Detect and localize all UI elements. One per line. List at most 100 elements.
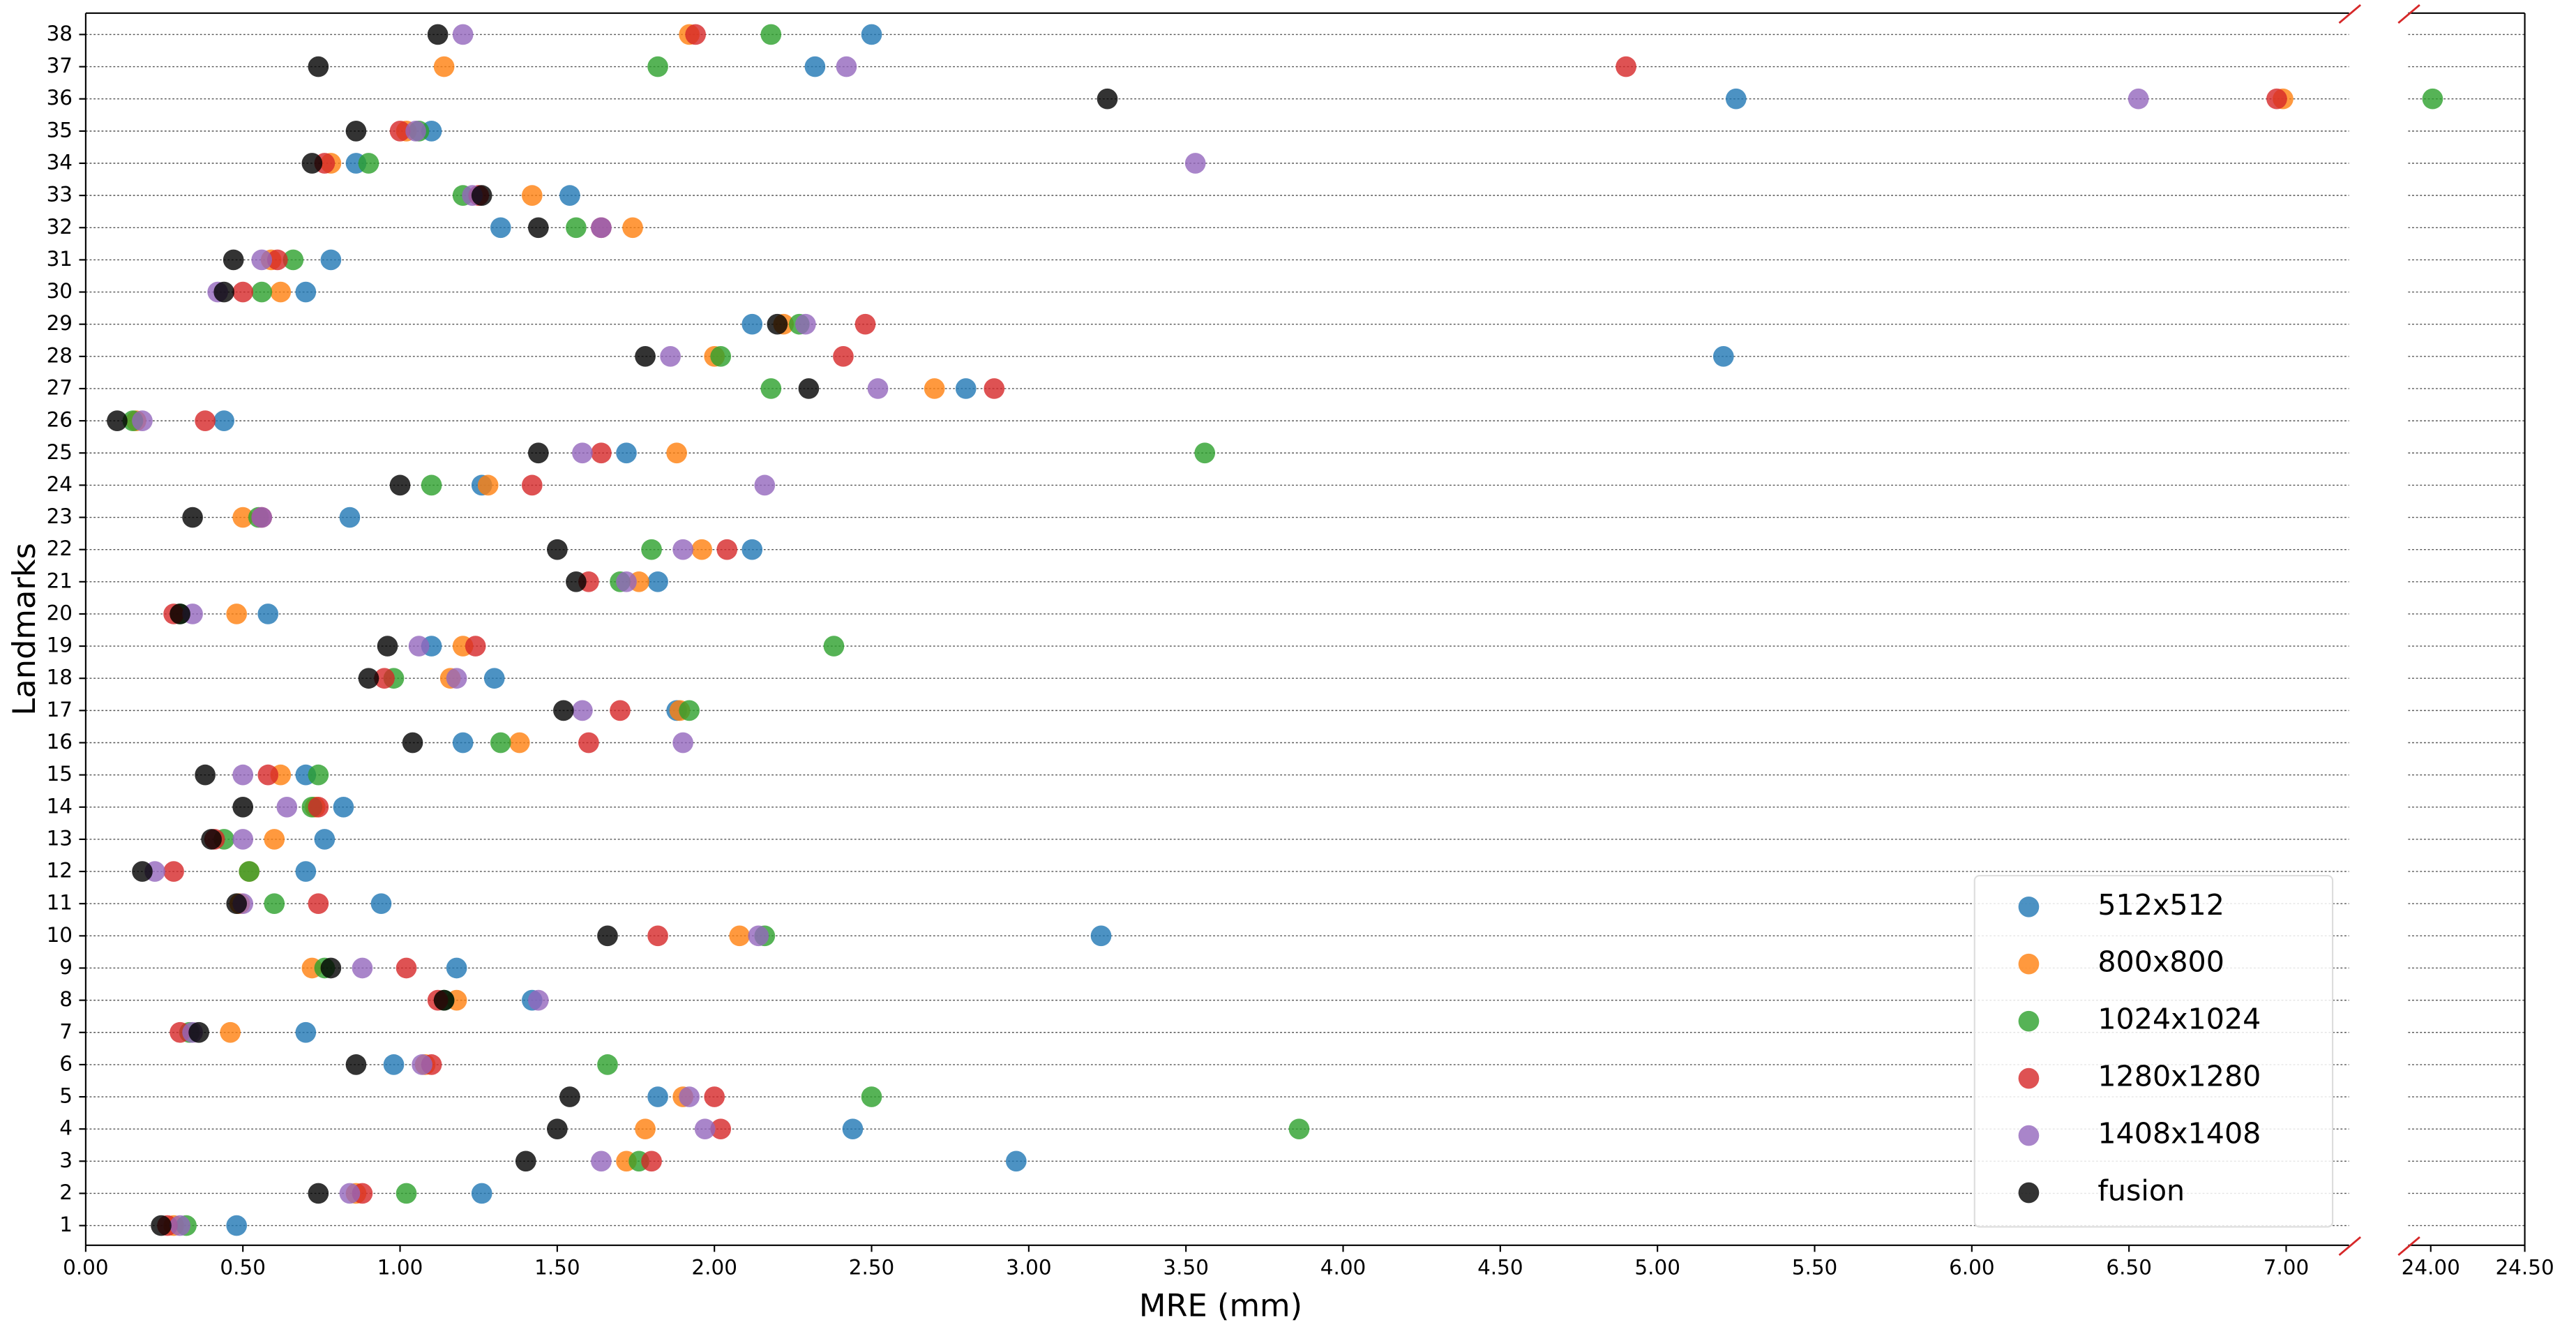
legend-marker	[2018, 896, 2040, 917]
point	[308, 893, 329, 915]
y-tick-label: 29	[47, 311, 73, 335]
point	[339, 1183, 361, 1204]
x-tick-label: 0.50	[220, 1255, 266, 1279]
point	[647, 925, 668, 947]
y-tick-label: 28	[47, 343, 73, 367]
point	[264, 829, 285, 850]
point	[704, 1086, 725, 1107]
y-tick-label: 7	[59, 1019, 73, 1043]
point	[477, 474, 499, 496]
legend-label: 1024x1024	[2097, 1003, 2261, 1036]
point	[389, 121, 411, 142]
legend-label: 1280x1280	[2097, 1060, 2261, 1093]
y-tick-label: 23	[47, 504, 73, 528]
point	[798, 378, 820, 399]
point	[804, 56, 826, 77]
y-tick-label: 8	[59, 987, 73, 1011]
point	[547, 539, 568, 560]
point	[251, 281, 273, 303]
point	[452, 24, 474, 45]
point	[446, 668, 467, 689]
y-tick-label: 11	[47, 891, 73, 915]
point	[566, 217, 587, 239]
point	[679, 1086, 700, 1107]
point	[597, 1054, 618, 1075]
y-tick-label: 5	[59, 1084, 73, 1108]
point	[754, 474, 776, 496]
x-tick-label: 2.50	[849, 1255, 895, 1279]
point	[232, 281, 254, 303]
point	[396, 957, 417, 979]
point	[266, 249, 288, 271]
y-tick-label: 24	[47, 472, 73, 496]
point	[685, 24, 706, 45]
x-tick-label: 3.00	[1006, 1255, 1052, 1279]
y-tick-label: 27	[47, 375, 73, 399]
point	[308, 764, 329, 786]
y-tick-label: 3	[59, 1148, 73, 1172]
point	[1097, 88, 1118, 110]
point	[345, 121, 367, 142]
grid	[85, 33, 2525, 1227]
point	[559, 185, 580, 206]
point	[854, 313, 876, 335]
point	[374, 668, 395, 689]
point	[370, 893, 392, 915]
point	[383, 1054, 405, 1075]
point	[308, 56, 329, 77]
point	[195, 764, 216, 786]
point	[213, 410, 234, 431]
point	[295, 1021, 317, 1043]
point	[201, 829, 222, 850]
y-tick-label: 10	[47, 923, 73, 947]
point	[578, 732, 599, 754]
x-tick-label: 6.50	[2106, 1255, 2152, 1279]
point	[358, 153, 379, 174]
point	[452, 732, 474, 754]
x-tick-label: 24.50	[2495, 1255, 2554, 1279]
point	[308, 1183, 329, 1204]
point	[1712, 346, 1734, 367]
point	[107, 410, 128, 431]
point	[295, 861, 317, 882]
y-tick-label: 25	[47, 440, 73, 464]
point	[339, 507, 361, 528]
point	[616, 571, 637, 592]
point	[257, 764, 279, 786]
point	[132, 410, 153, 431]
y-tick-label: 33	[47, 183, 73, 207]
break-mark	[2397, 1236, 2420, 1257]
point	[861, 24, 882, 45]
legend-marker	[2018, 953, 2040, 975]
y-tick-label: 4	[59, 1116, 73, 1140]
point	[635, 1118, 656, 1140]
point	[251, 507, 273, 528]
point	[710, 1118, 732, 1140]
point	[610, 700, 631, 721]
point	[226, 1215, 248, 1236]
point	[572, 442, 593, 464]
point	[672, 539, 693, 560]
point	[1184, 153, 1206, 174]
point	[641, 539, 662, 560]
point	[283, 249, 304, 271]
point	[823, 636, 845, 657]
point	[1090, 925, 1112, 947]
y-axis-label: Landmarks	[6, 543, 43, 716]
legend-label: fusion	[2097, 1174, 2185, 1207]
y-tick-label: 6	[59, 1051, 73, 1075]
point	[679, 700, 700, 721]
point	[1288, 1118, 1310, 1140]
point	[984, 378, 1005, 399]
break-mark	[2338, 1236, 2362, 1257]
y-tick-label: 22	[47, 537, 73, 560]
point	[547, 1118, 568, 1140]
point	[251, 249, 273, 271]
point	[223, 249, 244, 271]
point	[270, 281, 292, 303]
point	[660, 346, 681, 367]
point	[591, 217, 612, 239]
point	[2422, 88, 2443, 110]
point	[647, 56, 668, 77]
